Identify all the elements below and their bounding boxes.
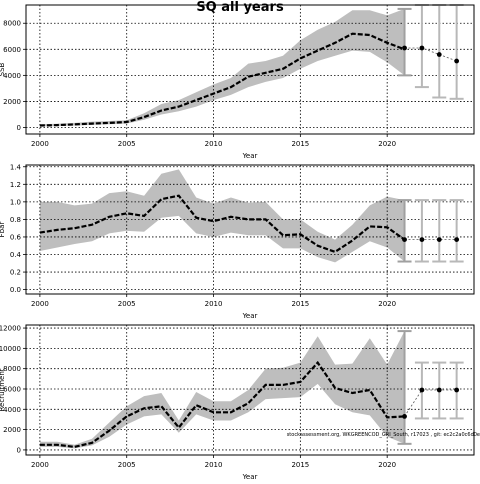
figure-title: SQ all years	[196, 0, 284, 15]
forecast-point	[419, 237, 425, 242]
x-tick-label: 2000	[31, 461, 49, 469]
y-tick-label: 0.6	[10, 233, 22, 241]
y-tick-label: 12000	[0, 325, 21, 333]
x-tick-label: 2010	[205, 140, 223, 148]
x-axis-label: Year	[242, 312, 258, 320]
y-tick-label: 1.4	[10, 163, 22, 171]
plot-frame	[25, 4, 475, 135]
estimate-line	[39, 194, 406, 254]
y-tick-label: 0.8	[10, 216, 21, 224]
plot-frame	[25, 324, 475, 456]
confidence-band	[39, 331, 405, 449]
y-tick-label: 2000	[3, 98, 21, 106]
panel-1: 2000 2005 2010 2015 2020 0 2000 4000 6000 8000 Yea…	[0, 4, 475, 160]
x-tick-label: 2000	[31, 140, 49, 148]
forecast-point	[402, 237, 407, 242]
y-tick-label: 4000	[3, 72, 21, 80]
forecast-point	[454, 387, 460, 393]
y-tick-label: 1.2	[10, 181, 21, 189]
y-axis-label: Fbar	[0, 222, 6, 238]
y-tick-label: 8000	[3, 20, 21, 28]
confidence-band	[39, 8, 405, 127]
forecast-line	[404, 389, 457, 417]
x-tick-label: 2015	[291, 461, 309, 469]
confidence-band	[39, 169, 405, 263]
x-tick-label: 2015	[291, 300, 309, 308]
forecast-point	[419, 45, 425, 51]
y-tick-label: 0	[17, 124, 21, 132]
x-tick-label: 2005	[118, 461, 136, 469]
forecast-point	[402, 414, 407, 419]
x-axis-label: Year	[242, 473, 258, 480]
x-tick-label: 2010	[205, 461, 223, 469]
x-tick-label: 2010	[205, 300, 223, 308]
x-tick-label: 2020	[378, 300, 396, 308]
forecast-point	[454, 58, 460, 64]
watermark-text: stockassessment.org, WKGREENCOD_GRI_Sout…	[287, 432, 480, 438]
y-tick-label: 4000	[3, 406, 21, 414]
forecast-point	[436, 387, 442, 393]
forecast-point	[436, 52, 442, 57]
x-tick-label: 2015	[291, 140, 309, 148]
estimate-line	[39, 360, 405, 449]
y-tick-label: 6000	[3, 385, 21, 393]
y-tick-label: 0.4	[10, 251, 22, 259]
y-tick-label: 0.2	[10, 269, 21, 277]
y-tick-label: 2000	[3, 426, 21, 434]
y-axis-label: Recruitment	[0, 368, 6, 411]
x-axis-label: Year	[242, 152, 258, 160]
x-tick-label: 2000	[31, 300, 49, 308]
forecast-point	[419, 387, 425, 393]
panel-3: 2000 2005 2010 2015 2020 0 2000 4000 6000 8000 100…	[0, 324, 475, 481]
forecast-point	[436, 237, 442, 242]
y-tick-label: 1.0	[10, 198, 21, 206]
forecast-point	[454, 237, 460, 242]
forecast-point	[402, 45, 407, 51]
estimate-line	[39, 32, 405, 127]
y-tick-label: 6000	[3, 46, 21, 54]
panel-2: 2000 2005 2010 2015 2020 0.0 0.2 0.4 0.6 0.8 1.0 1.…	[0, 163, 475, 320]
y-tick-label: 0	[17, 446, 21, 454]
forecast-line	[404, 47, 457, 62]
x-tick-label: 2005	[118, 140, 136, 148]
x-tick-label: 2020	[378, 140, 396, 148]
y-tick-label: 0.0	[10, 286, 21, 294]
x-tick-label: 2020	[378, 461, 396, 469]
x-tick-label: 2005	[118, 300, 136, 308]
plot-frame	[25, 164, 475, 295]
y-tick-label: 8000	[3, 365, 21, 373]
y-tick-label: 10000	[0, 345, 21, 353]
y-axis-label: SSB	[0, 62, 6, 76]
